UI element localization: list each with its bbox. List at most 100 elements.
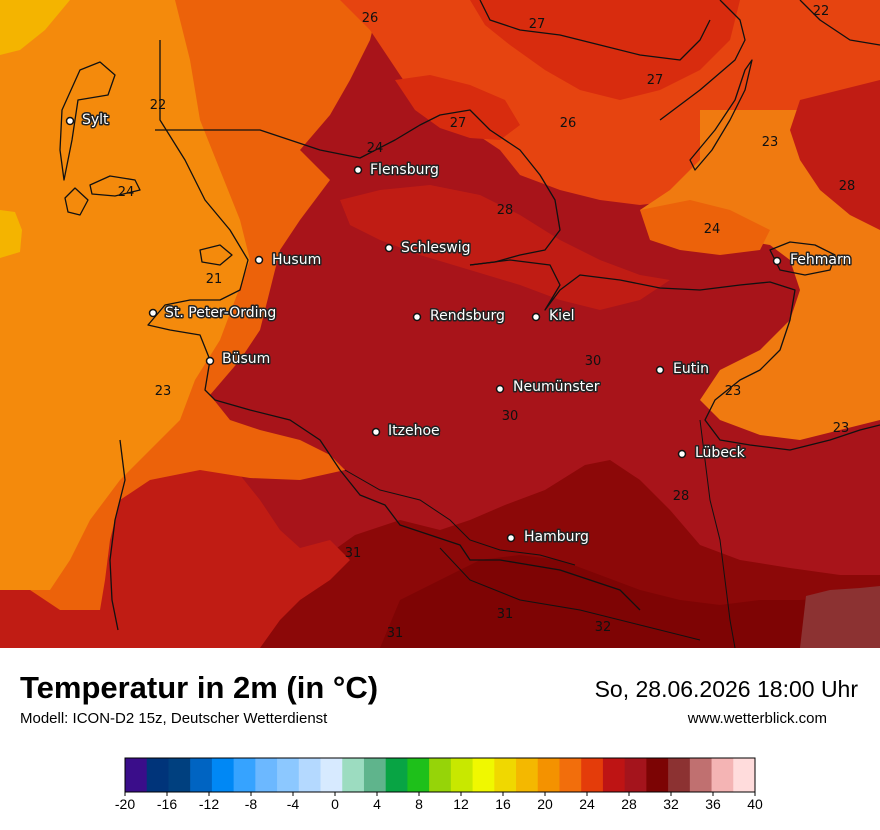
city-fehmarn: Fehmarn xyxy=(772,251,853,270)
city-label: Neumünster xyxy=(513,379,600,395)
legend-swatch xyxy=(277,758,300,792)
city-schleswig: Schleswig xyxy=(384,239,472,258)
river-elbe xyxy=(344,469,576,566)
legend-swatch xyxy=(211,758,235,792)
city-neum-nster: Neumünster xyxy=(495,378,601,397)
isotherm-label: 26 xyxy=(362,11,379,26)
city-eutin: Eutin xyxy=(655,360,710,379)
coastline-kiel-fjord xyxy=(469,259,880,451)
legend-swatch xyxy=(516,758,539,792)
legend-tick-label: -20 xyxy=(115,796,135,810)
legend-tick-label: 28 xyxy=(621,796,637,810)
city-husum: Husum xyxy=(254,251,323,270)
island-fehmarn xyxy=(769,241,836,276)
isotherm-label: 23 xyxy=(762,135,779,150)
city-dot xyxy=(353,165,363,175)
isotherm-label: 22 xyxy=(813,4,830,19)
legend-tick-label: -8 xyxy=(245,796,258,810)
legend-tick-label: 20 xyxy=(537,796,553,810)
city-b-sum: Büsum xyxy=(205,350,272,369)
coastline-north xyxy=(155,109,561,266)
legend-swatch xyxy=(733,758,756,792)
website-link[interactable]: www.wetterblick.com xyxy=(687,710,827,727)
isotherm-label: 32 xyxy=(595,620,612,635)
legend-swatch xyxy=(342,758,365,792)
island-amrum xyxy=(64,187,89,216)
isotherm-label: 31 xyxy=(387,626,404,641)
city-dot xyxy=(254,255,264,265)
isotherm-label: 24 xyxy=(367,141,384,156)
city-dot xyxy=(205,356,215,366)
city-label: St. Peter-Ording xyxy=(165,305,276,321)
temp-zone-28-center xyxy=(340,185,670,310)
city-dot xyxy=(677,449,687,459)
city-dot xyxy=(655,365,665,375)
city-dot xyxy=(412,312,422,322)
coastline-northeast xyxy=(799,0,880,46)
legend-frame xyxy=(124,757,756,793)
legend-swatch xyxy=(711,758,734,792)
temp-zone-33-southeast xyxy=(800,586,880,648)
footer: Temperatur in 2m (in °C) Modell: ICON-D2… xyxy=(0,648,880,830)
legend-swatch xyxy=(494,758,517,792)
isotherm-label: 27 xyxy=(450,116,467,131)
city-kiel: Kiel xyxy=(531,307,576,326)
isotherm-label: 27 xyxy=(529,17,546,32)
border-line-sw xyxy=(439,547,701,641)
isotherm-label: 22 xyxy=(150,98,167,113)
legend-swatch xyxy=(559,758,582,792)
legend-swatch xyxy=(168,758,191,792)
legend-swatch xyxy=(602,758,626,792)
legend-swatch xyxy=(320,758,343,792)
legend-tick-label: 36 xyxy=(705,796,721,810)
city-dot xyxy=(148,308,158,318)
isotherm-label: 23 xyxy=(725,384,742,399)
legend-tick-label: 12 xyxy=(453,796,469,810)
temp-zone-20-west xyxy=(0,210,22,258)
isotherm-label: 21 xyxy=(206,272,223,287)
temp-zone-23-east xyxy=(640,110,880,440)
legend-tick-label: -12 xyxy=(199,796,219,810)
city-rendsburg: Rendsburg xyxy=(412,307,506,326)
peninsula-east xyxy=(689,59,753,171)
map-title: Temperatur in 2m (in °C) xyxy=(20,670,379,705)
isotherm-label: 24 xyxy=(118,185,135,200)
city-label: Sylt xyxy=(82,112,109,128)
border-line xyxy=(699,419,736,648)
city-dot xyxy=(65,116,75,126)
legend-tick-label: 0 xyxy=(331,796,339,810)
legend-swatch xyxy=(233,758,256,792)
legend-swatch xyxy=(429,758,452,792)
temp-zone-27-bay xyxy=(395,75,520,140)
island-foehr xyxy=(89,175,141,197)
island-pellworm xyxy=(199,244,233,266)
city-label: Fehmarn xyxy=(790,252,851,268)
legend-swatch xyxy=(146,758,169,792)
isotherm-label: 28 xyxy=(839,179,856,194)
legend-swatch xyxy=(450,758,474,792)
isotherm-label: 28 xyxy=(497,203,514,218)
isotherm-labels: 26 27 22 27 22 27 26 24 23 28 24 28 24 21 30 23 23 30 23 28… xyxy=(118,4,856,641)
island-sylt xyxy=(59,61,116,181)
city-label: Lübeck xyxy=(695,445,746,461)
isotherm-label: 24 xyxy=(704,222,721,237)
city-dot xyxy=(772,256,782,266)
city-label: Husum xyxy=(272,252,321,268)
temp-zone-20-northwest xyxy=(0,0,70,55)
legend-swatch xyxy=(537,758,560,792)
city-l-beck: Lübeck xyxy=(677,444,747,463)
isotherm-label: 30 xyxy=(585,354,602,369)
forecast-datetime: So, 28.06.2026 18:00 Uhr xyxy=(594,676,858,702)
legend-swatch xyxy=(689,758,713,792)
legend-tick-label: 8 xyxy=(415,796,423,810)
isotherm-label: 26 xyxy=(560,116,577,131)
color-legend: -20 -16 -12 -8 -4 0 4 8 12 16 20 24 28 32 36 40 xyxy=(115,757,763,810)
legend-swatch xyxy=(298,758,322,792)
coastline-denmark xyxy=(479,0,711,61)
city-itzehoe: Itzehoe xyxy=(371,422,441,441)
city-flensburg: Flensburg xyxy=(353,161,440,180)
legend-swatch xyxy=(125,758,148,792)
city-dot xyxy=(495,384,505,394)
city-label: Hamburg xyxy=(524,529,589,545)
coastline-west xyxy=(147,40,641,611)
